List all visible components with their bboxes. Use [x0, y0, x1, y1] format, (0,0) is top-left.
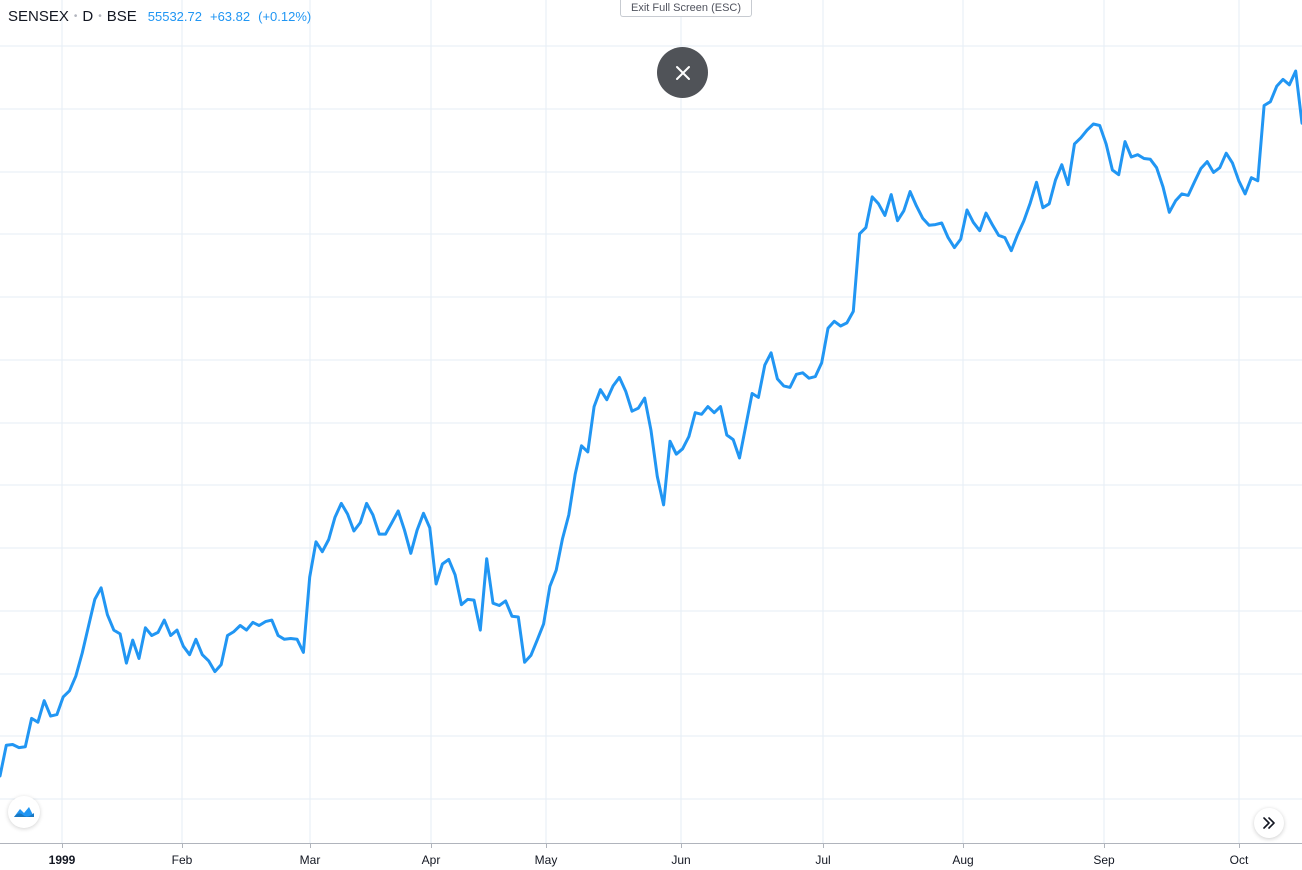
- price-line: [0, 69, 1302, 778]
- time-axis-label: May: [534, 853, 558, 867]
- time-axis-tick: [310, 844, 311, 848]
- time-axis-tick: [546, 844, 547, 848]
- time-axis-label: Sep: [1093, 853, 1115, 867]
- time-axis-label: Mar: [299, 853, 321, 867]
- time-axis[interactable]: 1999 Feb Mar Apr May Jun Jul Aug Sep Oct: [0, 843, 1302, 870]
- symbol-name[interactable]: SENSEX: [8, 8, 69, 25]
- exchange-label: BSE: [106, 8, 137, 25]
- time-axis-tick: [681, 844, 682, 848]
- tradingview-logo-button[interactable]: [8, 796, 40, 828]
- last-price: 55532.72: [147, 9, 202, 24]
- time-axis-label: Apr: [421, 853, 441, 867]
- price-change: +63.82: [209, 9, 251, 24]
- time-axis-label: Aug: [952, 853, 974, 867]
- separator-dot: •: [73, 11, 78, 22]
- time-axis-tick: [182, 844, 183, 848]
- chart-pane[interactable]: [0, 0, 1302, 843]
- close-icon: [675, 65, 690, 80]
- separator-dot: •: [98, 11, 102, 22]
- tradingview-logo-icon: [14, 807, 34, 817]
- time-axis-label: Jul: [815, 853, 831, 867]
- time-axis-label: Oct: [1229, 853, 1249, 867]
- time-axis-tick: [1104, 844, 1105, 848]
- time-axis-tick: [963, 844, 964, 848]
- double-chevron-right-icon: [1263, 817, 1275, 829]
- price-change-percent: (+0.12%): [258, 9, 312, 24]
- interval-label[interactable]: D: [82, 8, 94, 25]
- symbol-legend: SENSEX • D • BSE 55532.72 +63.82 (+0.12%…: [8, 8, 311, 25]
- exit-fullscreen-tooltip: Exit Full Screen (ESC): [620, 0, 752, 17]
- time-axis-tick: [823, 844, 824, 848]
- time-axis-tick: [62, 844, 63, 848]
- time-axis-label: 1999: [48, 853, 76, 867]
- time-axis-label: Feb: [171, 853, 193, 867]
- chart-grid: [0, 0, 1302, 843]
- time-axis-label: Jun: [671, 853, 691, 867]
- time-axis-tick: [1239, 844, 1240, 848]
- price-chart[interactable]: [0, 0, 1302, 843]
- exit-fullscreen-button[interactable]: [657, 47, 708, 98]
- scroll-to-realtime-button[interactable]: [1254, 808, 1284, 838]
- time-axis-tick: [431, 844, 432, 848]
